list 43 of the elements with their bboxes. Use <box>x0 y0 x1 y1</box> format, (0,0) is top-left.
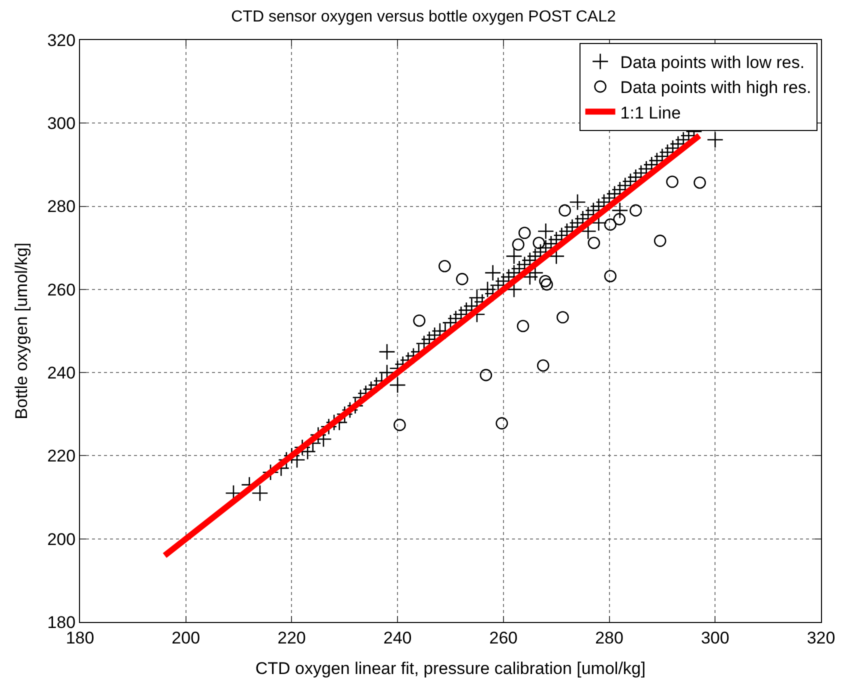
point <box>480 368 492 382</box>
y-tick-label: 280 <box>47 197 76 216</box>
point <box>630 204 642 217</box>
point <box>613 213 626 226</box>
y-axis-title: Bottle oxygen [umol/kg] <box>12 242 31 420</box>
point <box>438 260 451 272</box>
point <box>536 359 550 372</box>
y-tick-label: 200 <box>47 530 76 549</box>
point <box>604 218 616 231</box>
y-tick-label: 320 <box>47 30 76 50</box>
y-tick-label: 240 <box>47 364 76 383</box>
chart-title: CTD sensor oxygen versus bottle oxygen POST CAL2 <box>231 8 616 26</box>
point <box>588 236 600 250</box>
x-tick-label: 300 <box>700 628 730 648</box>
point <box>496 417 508 430</box>
point <box>540 278 553 291</box>
x-tick-label: 280 <box>595 628 624 648</box>
point <box>516 320 530 332</box>
x-tick-label: 240 <box>383 628 412 648</box>
x-axis-title: CTD oxygen linear fit, pressure calibration [umol/kg] <box>255 658 646 678</box>
legend-label: 1:1 Line <box>620 103 681 122</box>
point <box>518 226 531 240</box>
x-tick-label: 260 <box>489 628 518 648</box>
point <box>604 270 616 282</box>
y-tick-label: 260 <box>47 280 76 300</box>
point <box>694 176 706 189</box>
y-tick-label: 300 <box>47 114 76 134</box>
x-tick-label: 200 <box>172 628 200 648</box>
point <box>654 234 666 247</box>
point <box>558 204 571 217</box>
point <box>413 314 426 327</box>
point <box>532 236 546 250</box>
point <box>666 176 678 188</box>
x-tick-label: 220 <box>278 628 306 648</box>
point <box>394 418 406 432</box>
point <box>512 238 524 251</box>
point <box>556 311 569 324</box>
point <box>456 272 468 286</box>
point <box>539 274 552 288</box>
legend-label: Data points with high res. <box>620 78 812 98</box>
y-tick-label: 220 <box>47 446 76 466</box>
x-tick-label: 320 <box>806 628 836 648</box>
legend-label: Data points with low res. <box>620 53 805 72</box>
